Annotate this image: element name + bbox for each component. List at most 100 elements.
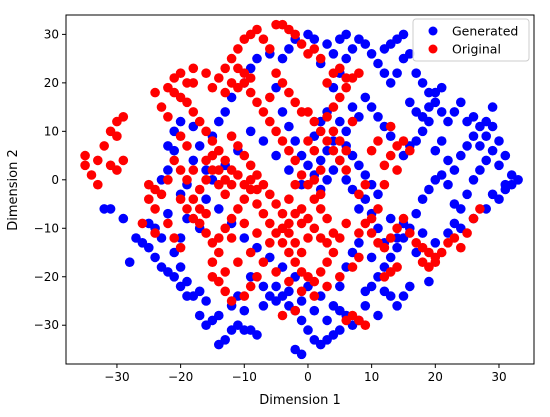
original-point: [239, 218, 250, 229]
original-point: [226, 53, 237, 64]
generated-point: [175, 262, 186, 272]
original-point: [462, 228, 472, 238]
original-point: [456, 242, 466, 253]
generated-point: [417, 78, 428, 88]
generated-point: [239, 305, 250, 316]
original-point: [296, 170, 307, 180]
original-point: [341, 73, 352, 83]
generated-point: [335, 325, 345, 335]
original-point: [188, 107, 199, 117]
generated-point: [322, 39, 332, 49]
original-point: [175, 165, 186, 175]
generated-point: [456, 150, 466, 161]
original-point: [112, 131, 122, 141]
generated-point: [449, 199, 460, 209]
original-point: [188, 165, 199, 175]
generated-point: [424, 276, 434, 287]
generated-point: [411, 68, 422, 78]
generated-point: [462, 189, 472, 200]
generated-point: [392, 242, 402, 253]
original-point: [385, 233, 396, 243]
generated-point: [398, 29, 409, 40]
original-point: [220, 189, 230, 200]
original-point: [271, 68, 281, 78]
plot-frame: [65, 14, 535, 365]
original-point: [284, 194, 294, 204]
original-point: [207, 136, 218, 146]
generated-point: [468, 112, 479, 122]
generated-point: [379, 68, 390, 78]
original-point: [290, 179, 301, 190]
original-point: [405, 145, 415, 156]
original-point: [194, 184, 205, 195]
original-point: [290, 97, 301, 108]
y-axis-label: Dimension 2: [6, 149, 21, 231]
original-point: [233, 44, 243, 54]
generated-point: [284, 286, 294, 297]
original-point: [271, 126, 281, 137]
original-point: [207, 82, 218, 93]
generated-point: [163, 141, 173, 151]
original-point: [341, 145, 352, 156]
x-tick-label: 20: [428, 370, 443, 384]
original-point: [163, 82, 173, 93]
original-point: [449, 233, 460, 243]
original-point: [284, 247, 294, 258]
generated-point: [475, 165, 485, 175]
original-point: [207, 257, 218, 268]
generated-point: [385, 213, 396, 224]
original-point: [430, 257, 441, 268]
original-point: [258, 34, 269, 44]
generated-point: [144, 242, 154, 253]
original-point: [201, 208, 211, 219]
original-point: [86, 170, 97, 180]
generated-point: [296, 315, 307, 326]
original-point: [436, 247, 447, 258]
generated-point: [494, 160, 504, 171]
original-point: [335, 155, 345, 166]
original-point: [245, 247, 256, 258]
generated-point: [487, 145, 498, 156]
original-point: [335, 63, 345, 74]
generated-point: [335, 305, 345, 316]
original-point: [182, 78, 192, 88]
original-point: [328, 228, 339, 238]
generated-point: [163, 267, 173, 277]
original-point: [335, 136, 345, 146]
original-point: [220, 175, 230, 185]
original-point: [226, 131, 237, 141]
original-point: [328, 126, 339, 137]
generated-point: [347, 102, 358, 112]
original-point: [169, 233, 179, 243]
generated-point: [385, 78, 396, 88]
original-point: [284, 87, 294, 98]
original-point: [290, 238, 301, 248]
generated-point: [417, 112, 428, 122]
original-point: [220, 223, 230, 234]
generated-point: [405, 97, 415, 108]
generated-point: [252, 330, 262, 340]
original-point: [233, 257, 243, 268]
original-point: [354, 68, 364, 78]
generated-point: [335, 281, 345, 292]
x-axis-label: Dimension 1: [259, 393, 341, 408]
original-point: [207, 150, 218, 161]
original-point: [354, 252, 364, 263]
original-point: [315, 233, 326, 243]
generated-point: [303, 325, 313, 335]
original-point: [277, 223, 288, 234]
original-point: [354, 228, 364, 238]
generated-point: [194, 286, 205, 297]
original-point: [194, 218, 205, 229]
original-point: [277, 136, 288, 146]
original-point: [309, 291, 320, 301]
generated-point: [385, 291, 396, 301]
original-point: [233, 204, 243, 214]
original-point: [328, 145, 339, 156]
generated-point: [188, 155, 199, 166]
original-point: [245, 281, 256, 292]
original-point: [258, 208, 269, 219]
generated-point: [309, 305, 320, 316]
original-point: [315, 204, 326, 214]
